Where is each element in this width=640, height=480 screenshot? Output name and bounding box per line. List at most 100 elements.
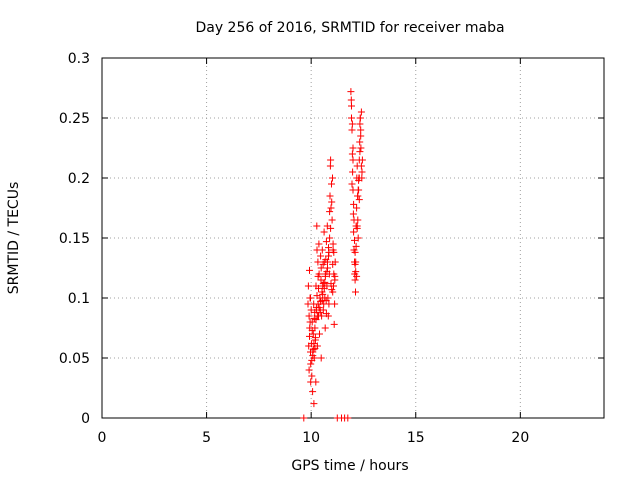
y-tick-label: 0.1 <box>68 291 90 307</box>
data-point <box>327 156 335 164</box>
data-point <box>312 316 320 324</box>
data-point <box>357 162 365 170</box>
data-point <box>325 248 333 256</box>
data-point <box>319 280 327 288</box>
data-point <box>326 208 334 216</box>
plot-frame <box>101 57 605 419</box>
y-tick-label: 0.05 <box>59 351 90 367</box>
data-point <box>318 246 326 254</box>
y-tick-label: 0.2 <box>68 171 90 187</box>
data-point <box>309 346 317 354</box>
data-point <box>351 236 358 244</box>
data-point <box>326 162 334 170</box>
data-point <box>317 298 325 306</box>
data-point <box>317 276 325 284</box>
x-tick-label: 5 <box>202 430 211 446</box>
points-layer <box>300 88 366 422</box>
data-point <box>330 320 338 328</box>
data-point <box>314 258 322 266</box>
series-zero-markers <box>300 414 352 422</box>
data-point <box>356 148 364 156</box>
data-point <box>310 314 318 322</box>
x-tick-label: 15 <box>407 430 425 446</box>
data-point <box>351 248 359 256</box>
data-point <box>348 120 356 128</box>
data-point <box>355 196 363 204</box>
y-axis-label: SRMTID / TECUs <box>6 182 22 295</box>
data-point <box>321 278 329 286</box>
data-point <box>304 282 312 290</box>
data-point <box>358 156 366 164</box>
data-point <box>308 372 316 380</box>
data-point <box>350 228 358 236</box>
data-point <box>313 222 321 230</box>
data-point <box>327 224 335 232</box>
data-point <box>309 330 317 338</box>
data-point <box>354 186 362 194</box>
data-point <box>353 272 361 280</box>
data-point <box>314 272 322 280</box>
data-point <box>318 296 326 304</box>
data-point <box>305 312 313 320</box>
data-point <box>324 258 331 266</box>
data-point <box>310 400 318 408</box>
data-point <box>356 138 364 146</box>
data-point <box>328 198 336 206</box>
data-point <box>322 238 330 246</box>
data-point <box>315 240 323 248</box>
data-point <box>352 288 359 296</box>
data-point <box>324 294 332 302</box>
data-point <box>328 216 336 224</box>
data-point <box>321 272 329 280</box>
data-point <box>306 266 313 274</box>
data-point <box>351 276 359 284</box>
data-point <box>352 242 360 250</box>
data-point <box>351 260 359 268</box>
data-point <box>356 120 364 128</box>
data-point <box>317 264 325 272</box>
data-point <box>358 168 366 176</box>
data-point <box>327 204 335 212</box>
data-point <box>357 132 365 140</box>
data-point <box>311 334 319 342</box>
data-point <box>347 96 355 104</box>
data-point <box>320 284 328 292</box>
data-point <box>309 352 317 360</box>
data-point <box>352 268 360 276</box>
data-point <box>321 324 329 332</box>
data-point <box>354 192 362 200</box>
data-point <box>347 88 355 96</box>
chart-title: Day 256 of 2016, SRMTID for receiver mab… <box>195 20 504 36</box>
x-axis-label: GPS time / hours <box>291 458 408 474</box>
data-point <box>348 114 355 122</box>
data-point <box>328 180 335 188</box>
data-point <box>331 272 339 280</box>
data-point <box>328 286 336 294</box>
grid-layer <box>102 58 604 418</box>
data-point <box>350 216 358 224</box>
ticks-layer: 0 0.05 0.1 0.15 0.2 0.25 0.3 0 5 10 15 20 <box>59 51 604 446</box>
data-point <box>313 342 321 350</box>
data-point <box>326 192 334 200</box>
data-point <box>313 292 321 300</box>
data-point <box>354 234 362 242</box>
data-point <box>344 414 352 422</box>
data-point <box>307 294 314 302</box>
data-point <box>353 204 361 212</box>
data-point <box>305 366 313 374</box>
data-point <box>319 290 327 298</box>
data-point <box>349 156 357 164</box>
data-point <box>350 200 358 208</box>
data-point <box>326 234 334 242</box>
x-tick-label: 0 <box>98 430 107 446</box>
data-point <box>309 388 317 396</box>
data-point <box>348 126 356 134</box>
data-point <box>315 312 322 320</box>
data-point <box>316 330 323 338</box>
y-tick-label: 0 <box>81 411 90 427</box>
data-point <box>307 360 315 368</box>
data-point <box>317 252 325 260</box>
y-tick-label: 0.3 <box>68 51 90 67</box>
